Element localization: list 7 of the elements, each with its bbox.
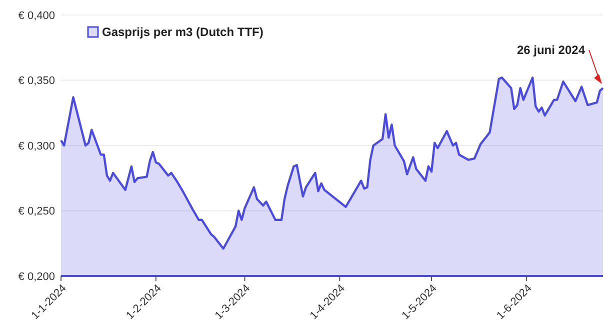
y-tick-label: € 0,300 <box>18 140 55 152</box>
annotation: 26 juni 2024 <box>516 43 586 57</box>
y-tick-label: € 0,400 <box>18 10 55 22</box>
y-tick-label: € 0,350 <box>18 75 55 88</box>
y-tick-label: € 0,250 <box>18 206 55 218</box>
y-tick-label: € 0,200 <box>18 270 55 283</box>
legend-label: Gasprijs per m3 (Dutch TTF) <box>102 25 264 40</box>
